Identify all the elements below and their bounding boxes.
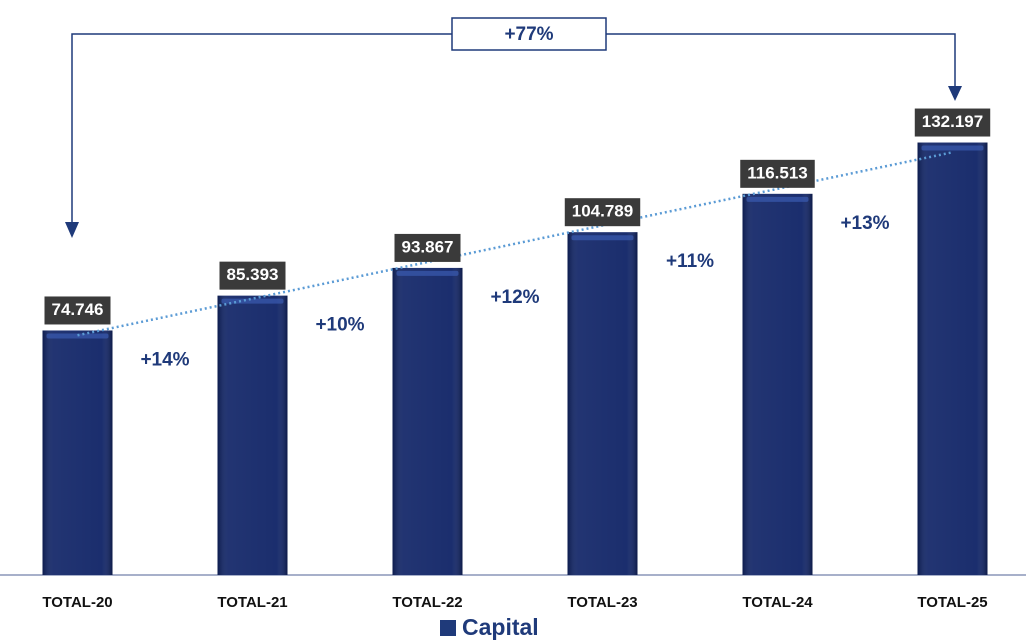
x-tick-label: TOTAL-22: [392, 594, 462, 611]
value-label-box: [914, 108, 991, 137]
bar-shade: [567, 232, 638, 575]
value-label-box: [740, 159, 815, 188]
bar-highlight: [746, 196, 809, 202]
value-label: 104.789: [572, 202, 633, 221]
value-label: 85.393: [227, 265, 279, 284]
bar-shade: [742, 193, 813, 575]
value-label-box: [564, 198, 641, 227]
arrow-left: [65, 222, 79, 238]
bar-highlight: [396, 270, 459, 276]
value-label-box: [219, 261, 286, 290]
bar-highlight: [221, 298, 284, 304]
value-label: 132.197: [922, 112, 983, 131]
bar-highlight: [921, 145, 984, 151]
value-label: 74.746: [52, 300, 104, 319]
value-label-box: [394, 233, 461, 262]
growth-label: +13%: [840, 213, 889, 234]
bracket-left: [71, 33, 452, 222]
value-label-box: [44, 296, 111, 325]
x-tick-label: TOTAL-21: [217, 594, 287, 611]
legend-swatch: [440, 620, 456, 636]
growth-label: +12%: [490, 287, 539, 308]
bracket-right: [606, 33, 956, 86]
value-label: 93.867: [402, 237, 454, 256]
value-label: 116.513: [747, 163, 808, 182]
growth-label: +10%: [315, 315, 364, 336]
x-tick-label: TOTAL-23: [567, 594, 637, 611]
bar-shade: [392, 267, 463, 575]
trendline: [77, 151, 953, 337]
legend-label: Capital: [462, 614, 539, 640]
x-tick-label: TOTAL-25: [917, 594, 987, 611]
bar-shade: [42, 330, 113, 575]
bar-shade: [917, 142, 988, 575]
arrow-right: [948, 86, 962, 101]
total-box: [451, 17, 607, 51]
growth-label: +14%: [140, 349, 189, 370]
total-growth: +77%: [504, 24, 553, 45]
x-tick-label: TOTAL-24: [742, 594, 813, 611]
bar-shade: [217, 295, 288, 575]
bar-highlight: [46, 333, 109, 339]
growth-label: +11%: [666, 251, 714, 272]
x-tick-label: TOTAL-20: [42, 594, 112, 611]
bar-highlight: [571, 235, 634, 241]
